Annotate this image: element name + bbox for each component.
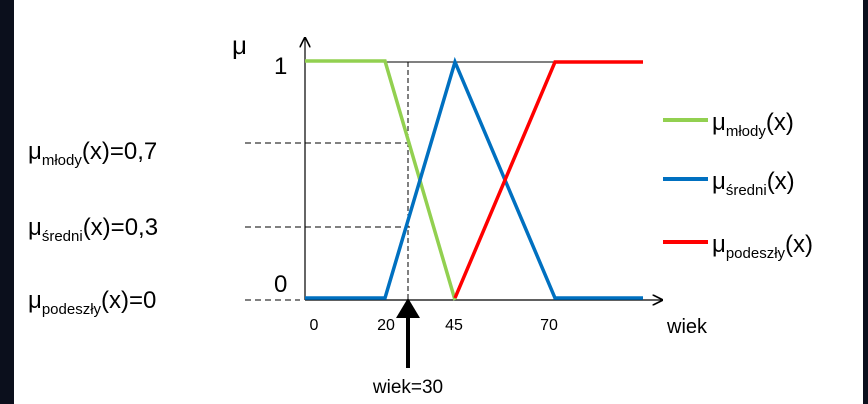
y-axis-label: μ	[232, 30, 247, 60]
legend: μmłody(x) μśredni(x) μpodeszły(x)	[663, 109, 813, 262]
wiek30-label: wiek=30	[372, 377, 443, 398]
x-tick-20: 20	[377, 317, 395, 334]
series-podeszly-line	[453, 60, 643, 299]
x-tick-45: 45	[445, 317, 463, 334]
wiek30-arrow-head	[396, 298, 420, 318]
legend-label-mlody: μmłody(x)	[712, 109, 794, 140]
y-tick-0: 0	[274, 271, 287, 298]
series-mlody-line	[305, 59, 457, 301]
legend-label-podeszly: μpodeszły(x)	[712, 231, 813, 262]
diagram-panel	[14, 0, 863, 404]
membership-mlody-label: μmłody(x)=0,7	[28, 138, 157, 169]
series-sredni-line	[305, 56, 643, 300]
x-tick-70: 70	[540, 317, 558, 334]
legend-label-sredni: μśredni(x)	[712, 168, 795, 199]
y-tick-1: 1	[274, 53, 287, 80]
membership-sredni-label: μśredni(x)=0,3	[28, 214, 158, 245]
x-axis-label: wiek	[666, 316, 708, 338]
x-tick-0: 0	[310, 317, 319, 334]
membership-podeszly-label: μpodeszły(x)=0	[28, 287, 156, 318]
